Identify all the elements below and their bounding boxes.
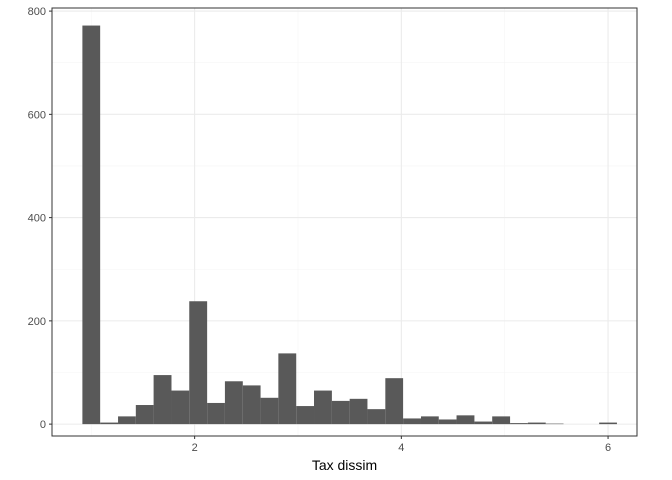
histogram-bar (171, 390, 190, 425)
histogram-bar (100, 422, 119, 425)
x-tick-label: 2 (192, 442, 198, 454)
x-tick-label: 6 (605, 442, 611, 454)
y-tick-label: 200 (28, 316, 46, 328)
histogram-bar (314, 390, 332, 425)
histogram-bar (118, 416, 136, 425)
histogram-bar (331, 400, 350, 425)
x-axis-title: Tax dissim (312, 457, 377, 473)
histogram-bar (189, 301, 208, 425)
histogram-bar (510, 423, 528, 425)
y-axis-ticks: 0 200 400 600 800 (28, 6, 52, 431)
x-tick-label: 4 (398, 442, 404, 454)
histogram-bar (135, 405, 154, 425)
histogram-bar (349, 398, 368, 425)
histogram-bar (153, 375, 172, 425)
histogram-bar (242, 385, 261, 425)
y-tick-label: 0 (40, 419, 46, 431)
y-tick-label: 800 (28, 6, 46, 18)
histogram-bar (385, 378, 404, 425)
histogram-bar (260, 397, 279, 425)
x-axis-ticks: 2 4 6 (192, 436, 611, 454)
histogram-bar (492, 416, 511, 425)
histogram-bar (599, 422, 617, 425)
histogram-bar (278, 353, 297, 425)
histogram-bar (527, 422, 546, 425)
histogram-bars (82, 25, 617, 425)
histogram-bar (474, 421, 493, 425)
histogram-bar (296, 406, 315, 425)
histogram-bar (224, 381, 243, 425)
histogram-bar (545, 423, 564, 425)
histogram-bar (438, 419, 457, 425)
histogram-bar (403, 418, 421, 425)
y-tick-label: 600 (28, 109, 46, 121)
histogram-bar (82, 25, 101, 425)
histogram-bar (420, 416, 439, 425)
panel-border (51, 7, 638, 437)
histogram-bar (207, 402, 225, 425)
y-tick-label: 400 (28, 213, 46, 225)
histogram-bar (367, 409, 386, 425)
histogram-bar (456, 415, 475, 425)
